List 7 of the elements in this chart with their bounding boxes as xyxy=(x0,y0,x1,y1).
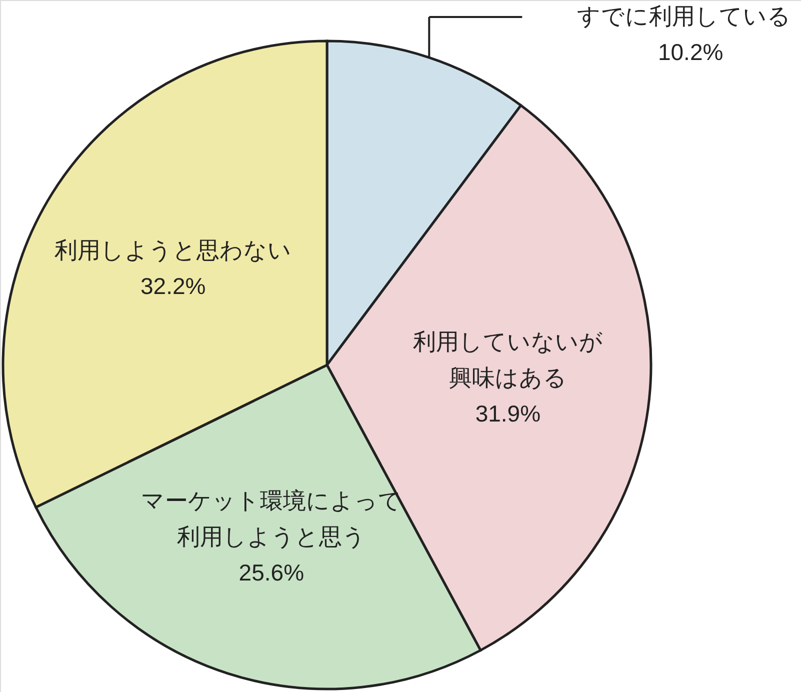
data-label: 25.6% xyxy=(238,560,304,586)
data-label: 31.9% xyxy=(475,400,541,426)
slice-label: 利用しようと思わない xyxy=(54,236,292,263)
slice-label: 利用していないが興味はある xyxy=(412,328,603,390)
data-label: 32.2% xyxy=(140,272,206,299)
legend-label: すでに利用している xyxy=(577,3,791,29)
data-label: 10.2% xyxy=(658,39,724,65)
